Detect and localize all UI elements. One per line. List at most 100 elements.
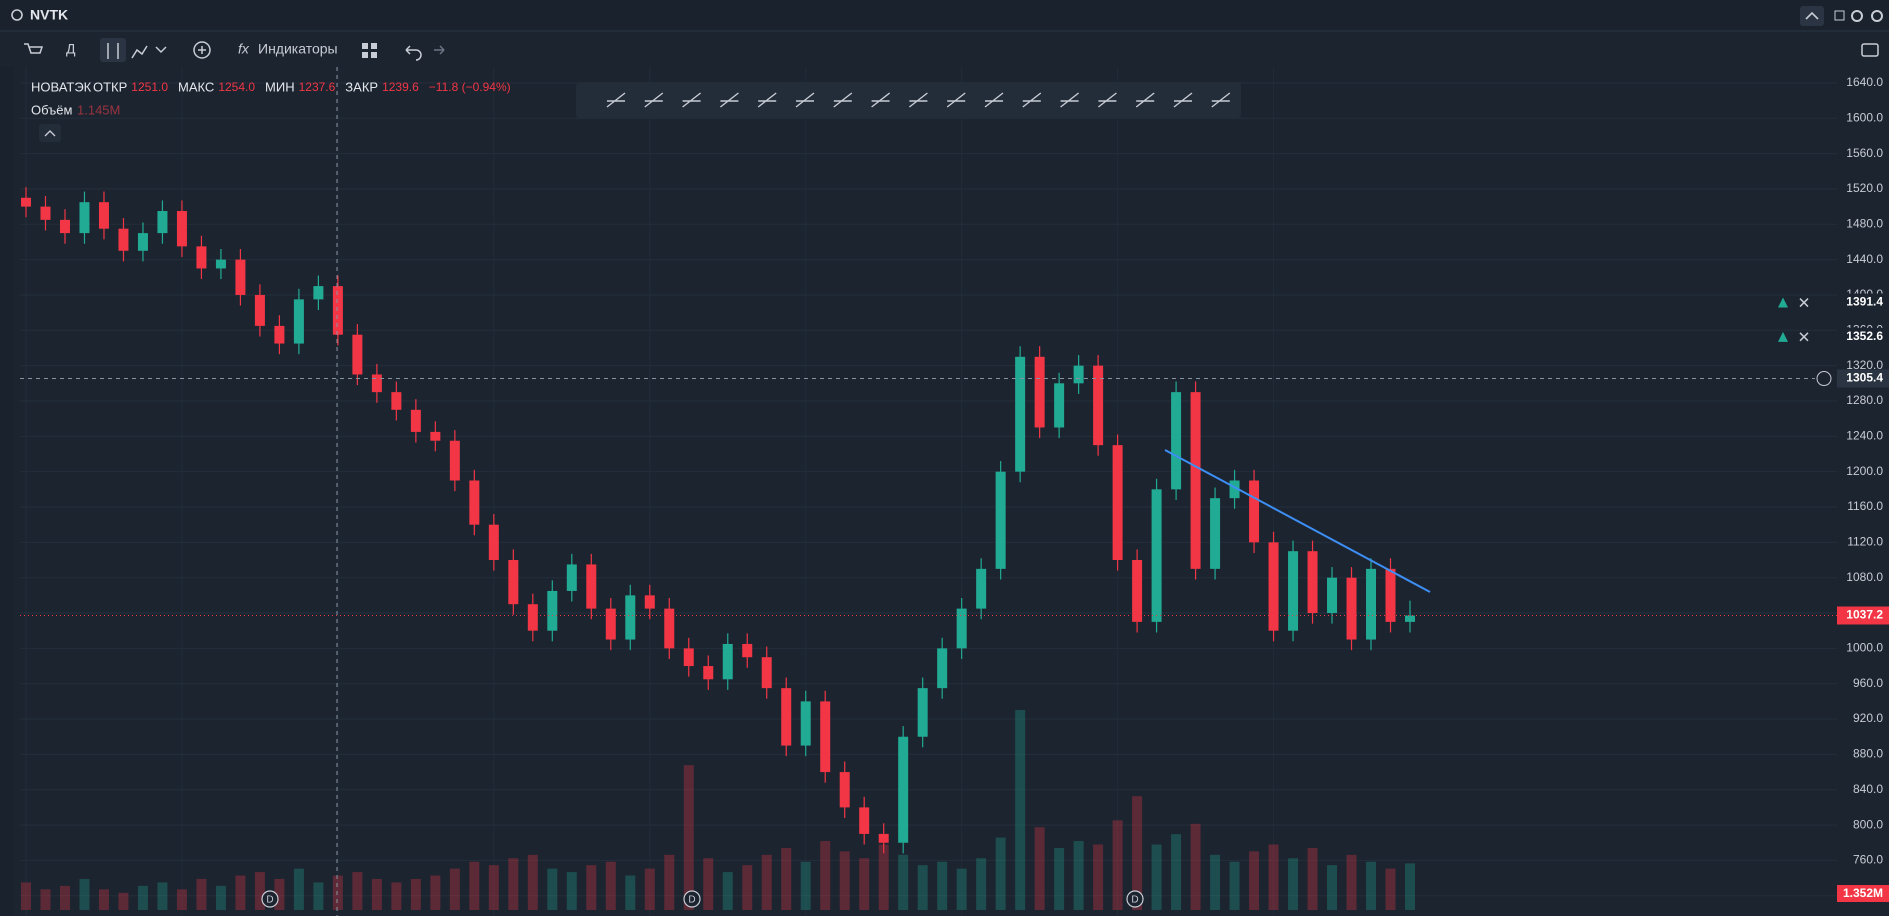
alert-box: [1837, 327, 1889, 346]
candle-body: [1366, 568, 1377, 640]
drawing-tool[interactable]: [1097, 92, 1117, 108]
event-marker: [1126, 890, 1144, 908]
trend-line[interactable]: [1164, 449, 1431, 593]
candle-body: [761, 657, 772, 689]
templates-icon[interactable]: [362, 43, 368, 49]
candle-body: [59, 219, 70, 234]
volume-bar: [625, 875, 636, 910]
candle-body: [254, 294, 265, 326]
drawing-tool[interactable]: [1060, 92, 1080, 108]
y-tick-label: 760.0: [1853, 853, 1883, 867]
candle-body: [410, 409, 421, 432]
drawing-tool[interactable]: [1211, 92, 1231, 108]
candle-body: [1346, 577, 1357, 640]
fx-icon[interactable]: fx: [238, 41, 250, 57]
alert-price: 1391.4: [1846, 295, 1883, 309]
volume-bar: [878, 844, 889, 910]
candle-body: [644, 595, 655, 609]
drawing-tool[interactable]: [644, 92, 664, 108]
candle-body: [332, 286, 343, 335]
candle-body: [664, 608, 675, 649]
volume-bar: [1307, 847, 1318, 910]
indicators-button[interactable]: Индикаторы: [258, 41, 338, 57]
drawing-tool[interactable]: [682, 92, 702, 108]
volume-bar: [352, 872, 363, 910]
search-icon[interactable]: [11, 9, 23, 21]
candle-body: [1112, 445, 1123, 561]
candles-button[interactable]: [100, 38, 126, 62]
add-icon[interactable]: [193, 41, 211, 59]
volume-bar: [781, 847, 792, 910]
drawing-tool[interactable]: [871, 92, 891, 108]
drawing-tool[interactable]: [833, 92, 853, 108]
templates-icon: [371, 52, 377, 58]
volume-bar: [79, 878, 90, 910]
drawing-tool[interactable]: [606, 92, 626, 108]
drawing-tool[interactable]: [795, 92, 815, 108]
candles-icon: [107, 43, 119, 59]
candle-body: [313, 286, 324, 300]
drawing-tools: [606, 92, 1231, 108]
legend-value: 1251.0: [131, 80, 168, 94]
undo-icon[interactable]: [405, 45, 422, 61]
candle-body: [1132, 560, 1143, 622]
collapse-button[interactable]: [1800, 6, 1824, 26]
candle-body: [157, 211, 168, 234]
volume-bar: [430, 875, 441, 910]
cart-icon[interactable]: [24, 43, 44, 54]
left-toolbar: [0, 67, 14, 916]
y-tick-label: 1200.0: [1846, 464, 1883, 478]
volume-bar: [1171, 834, 1182, 910]
candle-body: [469, 480, 480, 525]
volume-bar: [742, 865, 753, 910]
alert-bell[interactable]: [1778, 331, 1788, 342]
window-icon[interactable]: [1834, 10, 1845, 21]
camera-icon[interactable]: [1861, 43, 1879, 57]
symbol[interactable]: NVTK: [30, 7, 68, 23]
candle-body: [859, 807, 870, 834]
settings-icon[interactable]: [1871, 10, 1883, 22]
drawing-tool[interactable]: [719, 92, 739, 108]
volume-bar: [391, 882, 402, 910]
candle-body: [1307, 551, 1318, 614]
settings-icon[interactable]: [1851, 10, 1863, 22]
drawing-tool[interactable]: [1135, 92, 1155, 108]
candles: [21, 187, 1415, 854]
interval[interactable]: Д: [66, 41, 76, 57]
volume-bar: [566, 872, 577, 910]
volume-bar: [371, 878, 382, 910]
candle-body: [800, 701, 811, 746]
drawing-tool[interactable]: [1173, 92, 1193, 108]
alert-price: 1352.6: [1846, 329, 1883, 343]
volume-bar: [1288, 858, 1299, 910]
legend-value: 1237.6: [299, 80, 336, 94]
legend: ОТКР 1251.0 МАКС 1254.0 МИН 1237.6 ЗАКР 1239.6−…: [93, 79, 511, 94]
drawing-tool[interactable]: [1022, 92, 1042, 108]
alert-close[interactable]: [1799, 298, 1809, 308]
alert-bell[interactable]: [1778, 297, 1788, 308]
collapse-legend[interactable]: [39, 124, 61, 142]
volume-bar: [274, 878, 285, 910]
redo-icon[interactable]: [434, 45, 445, 55]
drawing-tool[interactable]: [757, 92, 777, 108]
dropdown-icon[interactable]: [155, 46, 167, 54]
y-tick-label: 1000.0: [1846, 641, 1883, 655]
drawing-tool[interactable]: [946, 92, 966, 108]
crosshair-add[interactable]: [1816, 371, 1832, 387]
drawing-tool[interactable]: [984, 92, 1004, 108]
legend-value: 1254.0: [218, 80, 255, 94]
last-price: 1037.2: [1846, 608, 1883, 622]
y-tick-label: 1120.0: [1847, 535, 1883, 549]
alert-close[interactable]: [1799, 332, 1809, 342]
area-icon[interactable]: [131, 45, 148, 59]
volume-bar: [313, 882, 324, 910]
volume-bar: [605, 861, 616, 910]
volume-bar: [917, 865, 928, 910]
volume-bar: [1112, 820, 1123, 910]
volume-bar: [839, 851, 850, 910]
volume-bar: [995, 837, 1006, 910]
candle-body: [976, 568, 987, 609]
drawing-tool[interactable]: [908, 92, 928, 108]
